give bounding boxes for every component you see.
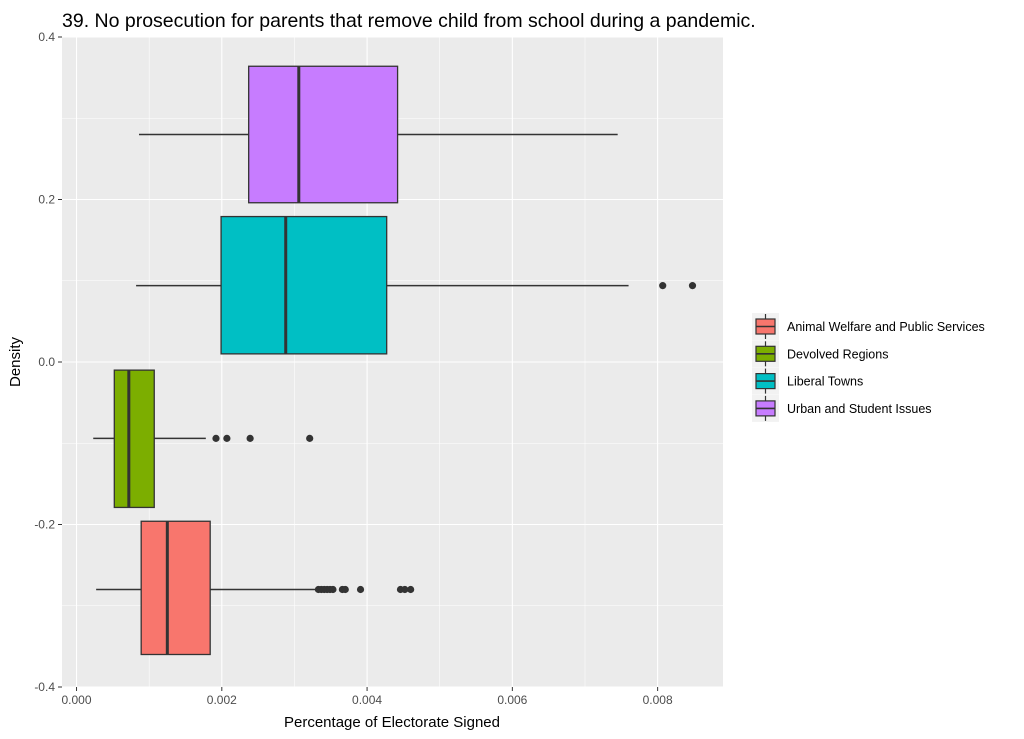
box-iqr [248, 65, 399, 204]
x-tick-label: 0.000 [62, 693, 92, 707]
outlier-point [329, 585, 337, 594]
x-tick-label: 0.004 [352, 693, 382, 707]
x-axis: 0.000 0.002 0.004 0.006 0.008 [62, 687, 673, 707]
legend-item: Animal Welfare and Public Services [752, 313, 985, 340]
outlier-point [212, 434, 220, 442]
x-axis-title: Percentage of Electorate Signed [284, 714, 500, 731]
y-tick-label: 0.0 [38, 355, 55, 369]
y-tick-label: 0.4 [38, 30, 55, 44]
outlier-point [356, 585, 365, 594]
outlier-point [401, 585, 409, 594]
boxes [93, 65, 697, 656]
x-tick-label: 0.008 [643, 693, 673, 707]
x-tick-label: 0.002 [207, 693, 237, 707]
box-devolved-regions [93, 369, 314, 509]
legend-item: Devolved Regions [752, 340, 888, 368]
box-animal-welfare-and-public-services [96, 520, 415, 656]
outlier-point [306, 434, 314, 442]
outlier-point [223, 434, 231, 442]
y-axis-title: Density [7, 336, 24, 387]
legend-label: Liberal Towns [787, 375, 863, 389]
box-iqr [113, 369, 155, 509]
box-iqr [220, 215, 388, 355]
outlier-point [659, 282, 667, 290]
legend-label: Animal Welfare and Public Services [787, 320, 985, 334]
outlier-point [246, 434, 254, 442]
outlier-point [688, 282, 697, 290]
legend-item: Liberal Towns [752, 367, 863, 395]
box-iqr [140, 520, 211, 656]
legend-item: Urban and Student Issues [752, 394, 932, 422]
y-tick-label: -0.4 [34, 680, 55, 694]
outlier-point [407, 585, 415, 594]
legend-label: Urban and Student Issues [787, 402, 932, 416]
chart-title: 39. No prosecution for parents that remo… [62, 10, 756, 32]
x-tick-label: 0.006 [497, 693, 527, 707]
grid-major [62, 36, 723, 688]
y-axis: -0.4 -0.2 0.0 0.2 0.4 [34, 30, 62, 694]
box-urban-and-student-issues [138, 65, 618, 204]
box-liberal-towns [136, 215, 697, 355]
legend: Animal Welfare and Public Services Devolv… [752, 313, 985, 422]
y-tick-label: -0.2 [34, 518, 55, 532]
outlier-point [341, 585, 349, 594]
y-tick-label: 0.2 [38, 193, 55, 207]
legend-label: Devolved Regions [787, 347, 888, 361]
